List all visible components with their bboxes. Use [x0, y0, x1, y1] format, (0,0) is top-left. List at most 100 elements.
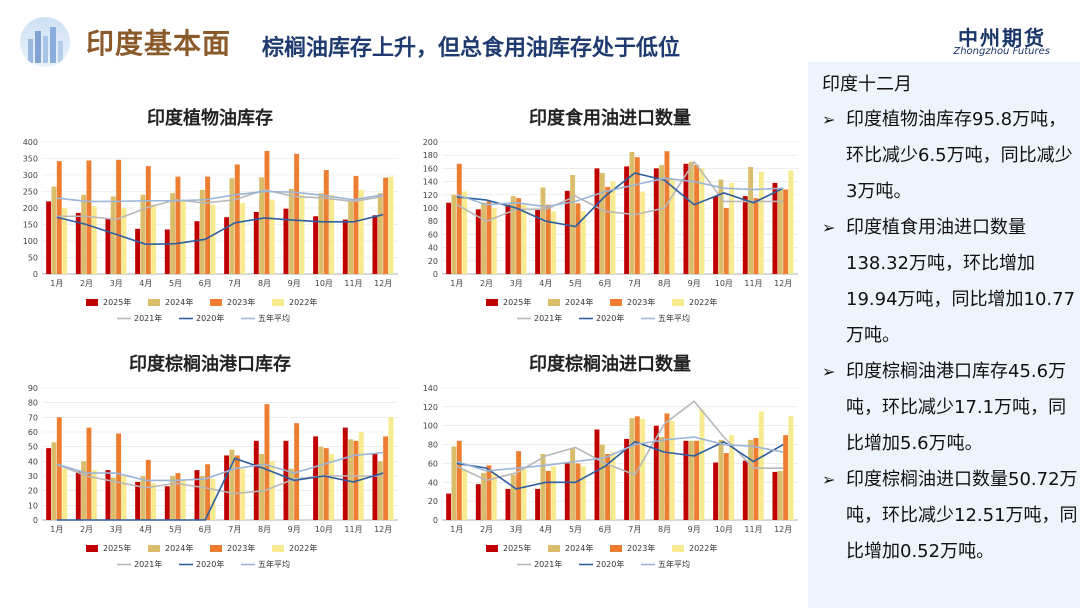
bar-2022年 — [788, 170, 794, 274]
bar-2024年 — [688, 440, 694, 520]
legend-label: 2025年 — [103, 297, 131, 307]
bar-2025年 — [253, 440, 259, 520]
line-2021年 — [456, 160, 784, 223]
x-tick-label: 6月 — [599, 525, 612, 534]
bar-2023年 — [234, 164, 240, 274]
x-tick-label: 2月 — [80, 525, 93, 534]
bar-2025年 — [742, 196, 748, 274]
chart-edible-oil-import: 印度食用油进口数量 0 20 40 60 80 100 120 140 160 180 200 1月 2… — [410, 96, 810, 336]
x-tick-label: 3月 — [510, 279, 523, 288]
bar-2024年 — [599, 173, 605, 274]
x-tick-label: 2月 — [80, 279, 93, 288]
line-2021年 — [56, 189, 384, 221]
bar-2023年 — [205, 464, 211, 520]
y-tick-label: 160 — [423, 164, 438, 173]
bar-2023年 — [516, 198, 522, 274]
bar-2023年 — [175, 176, 181, 274]
bar-2025年 — [446, 202, 452, 274]
y-tick-label: 20 — [428, 257, 438, 266]
bar-2023年 — [486, 465, 492, 520]
x-tick-label: 4月 — [539, 279, 552, 288]
bar-2024年 — [659, 437, 665, 520]
bar-2022年 — [388, 176, 394, 274]
bar-2024年 — [199, 476, 205, 520]
bar-2023年 — [116, 433, 122, 520]
bar-2023年 — [783, 435, 789, 520]
bar-2022年 — [388, 417, 394, 520]
bar-2025年 — [194, 470, 200, 520]
bar-2024年 — [570, 175, 576, 274]
legend-label: 2022年 — [689, 297, 717, 307]
x-tick-label: 4月 — [139, 525, 152, 534]
line-五年平均 — [456, 436, 784, 472]
bar-2024年 — [629, 151, 635, 274]
arrow-bullet-icon: ➢ — [822, 218, 836, 237]
bar-2022年 — [62, 208, 68, 274]
bar-2023年 — [694, 440, 700, 520]
legend-label: 五年平均 — [658, 313, 690, 323]
bar-2022年 — [788, 416, 794, 520]
bar-2022年 — [151, 483, 157, 520]
x-tick-label: 6月 — [599, 279, 612, 288]
bar-2025年 — [224, 455, 230, 520]
bar-2025年 — [46, 201, 52, 274]
bar-2025年 — [372, 215, 378, 274]
x-tick-label: 3月 — [110, 279, 123, 288]
y-tick-label: 0 — [33, 516, 38, 525]
legend-label: 2021年 — [134, 313, 162, 323]
legend-swatch — [86, 545, 98, 552]
bar-2022年 — [91, 206, 97, 274]
arrow-bullet-icon: ➢ — [822, 470, 836, 489]
bar-2025年 — [446, 493, 452, 520]
legend-label: 2023年 — [627, 297, 655, 307]
line-五年平均 — [56, 190, 384, 203]
bar-2022年 — [240, 468, 246, 520]
bar-2024年 — [259, 454, 265, 520]
bar-2024年 — [688, 161, 694, 274]
chart-plot: 0 20 40 60 80 100 120 140 1月 2月 3月 4月 5月 6月 7月 8月 9月 10月 1… — [423, 384, 798, 569]
bar-2023年 — [116, 159, 122, 274]
y-tick-label: 10 — [28, 501, 38, 510]
y-tick-label: 350 — [23, 155, 38, 164]
bar-2023年 — [575, 203, 581, 274]
bar-2024年 — [318, 446, 324, 520]
x-tick-label: 3月 — [110, 525, 123, 534]
bar-2022年 — [210, 478, 216, 520]
chart-plot: 0 10 20 30 40 50 60 70 80 90 1月 2月 3月 4月 5月 6月 7月 8月 9月 10月… — [28, 384, 398, 569]
bar-2024年 — [777, 188, 783, 274]
bar-2022年 — [269, 461, 275, 520]
arrow-bullet-icon: ➢ — [822, 110, 836, 129]
y-tick-label: 30 — [28, 472, 38, 481]
bar-2022年 — [121, 476, 127, 520]
brand-name: 中州期货 — [958, 26, 1046, 50]
x-tick-label: 7月 — [628, 279, 641, 288]
bar-2025年 — [564, 190, 570, 274]
x-tick-label: 7月 — [228, 279, 241, 288]
bar-2024年 — [229, 449, 235, 520]
bar-2022年 — [699, 168, 705, 274]
bar-2025年 — [594, 429, 600, 520]
bar-2025年 — [683, 163, 689, 274]
y-tick-label: 100 — [423, 422, 438, 431]
bar-2024年 — [259, 177, 265, 274]
legend-swatch — [272, 545, 284, 552]
bar-2025年 — [105, 470, 111, 520]
y-tick-label: 60 — [28, 428, 38, 437]
x-tick-label: 11月 — [344, 279, 362, 288]
x-tick-label: 5月 — [569, 279, 582, 288]
page-title: 印度基本面 — [86, 27, 232, 60]
bar-2022年 — [521, 469, 527, 520]
y-tick-label: 50 — [28, 443, 38, 452]
line-2020年 — [456, 440, 784, 490]
bar-2024年 — [348, 201, 354, 274]
legend-label: 2020年 — [596, 313, 624, 323]
bar-2022年 — [758, 171, 764, 274]
y-tick-label: 0 — [433, 270, 438, 279]
bar-2024年 — [229, 178, 235, 274]
bar-2024年 — [140, 476, 146, 520]
x-tick-label: 12月 — [774, 279, 792, 288]
bar-2025年 — [283, 440, 289, 520]
legend-swatch — [148, 299, 160, 306]
x-tick-label: 5月 — [169, 279, 182, 288]
bar-2024年 — [510, 474, 516, 520]
